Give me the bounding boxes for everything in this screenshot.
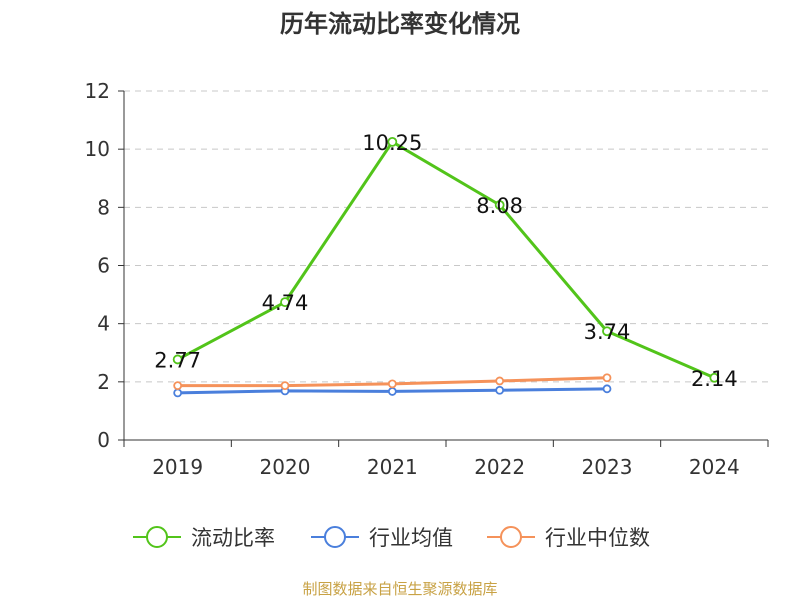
legend-marker <box>500 526 522 548</box>
y-tick-label: 12 <box>85 79 110 103</box>
data-label: 4.74 <box>262 291 309 315</box>
series-line-0 <box>176 140 715 380</box>
legend-marker <box>146 526 168 548</box>
legend[interactable]: 流动比率 行业均值 行业中位数 <box>133 526 650 550</box>
data-point[interactable] <box>280 381 290 391</box>
data-label: 2.77 <box>154 348 201 372</box>
source-note: 制图数据来自恒生聚源数据库 <box>302 580 497 598</box>
data-point[interactable] <box>173 381 183 391</box>
y-tick-label: 2 <box>97 370 110 394</box>
legend-item-1[interactable]: 行业均值 <box>311 526 453 550</box>
legend-label: 行业中位数 <box>545 526 650 550</box>
legend-label: 行业均值 <box>369 526 453 550</box>
data-point[interactable] <box>495 376 505 386</box>
data-point[interactable] <box>709 372 720 383</box>
data-point[interactable] <box>387 379 397 389</box>
legend-label: 流动比率 <box>191 526 275 550</box>
data-label: 3.74 <box>584 320 631 344</box>
data-point[interactable] <box>387 387 397 396</box>
data-label: 10.25 <box>362 131 422 155</box>
x-tick-label: 2020 <box>260 455 311 479</box>
y-tick-label: 8 <box>97 195 110 219</box>
x-tick-label: 2024 <box>689 455 740 479</box>
y-tick-label: 4 <box>97 312 110 336</box>
x-tick-label: 2021 <box>367 455 418 479</box>
series <box>172 136 720 398</box>
x-tick-label: 2019 <box>152 455 203 479</box>
data-labels: 2.77 4.74 10.25 8.08 3.74 2.14 <box>154 131 737 391</box>
y-tick-label: 10 <box>85 137 110 161</box>
x-tick-label: 2022 <box>474 455 525 479</box>
legend-item-2[interactable]: 行业中位数 <box>487 526 650 550</box>
data-point[interactable] <box>494 200 505 210</box>
data-point[interactable] <box>173 388 183 398</box>
x-tick-label: 2023 <box>582 455 633 479</box>
data-label: 8.08 <box>476 194 523 218</box>
chart-title: 历年流动比率变化情况 <box>280 10 520 38</box>
y-tick-label: 0 <box>97 428 110 452</box>
data-point[interactable] <box>602 326 612 337</box>
data-point[interactable] <box>172 354 183 365</box>
data-point[interactable] <box>602 373 612 383</box>
data-point[interactable] <box>495 385 505 395</box>
data-point[interactable] <box>387 136 398 147</box>
data-label: 2.14 <box>691 367 738 391</box>
axes: 0 2 4 6 8 10 12 2019 2020 2021 2022 2023 2024 <box>85 79 769 479</box>
data-point[interactable] <box>602 384 612 394</box>
data-point[interactable] <box>280 297 290 308</box>
y-tick-label: 6 <box>97 254 110 278</box>
legend-marker <box>324 526 346 548</box>
legend-item-0[interactable]: 流动比率 <box>133 526 275 550</box>
